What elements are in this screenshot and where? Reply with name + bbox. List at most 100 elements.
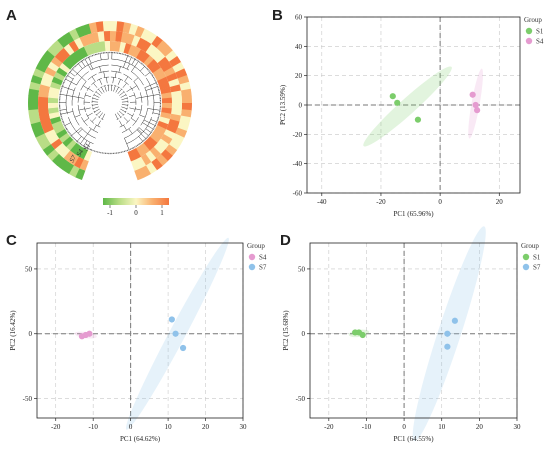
- dendrogram-branch: [147, 108, 161, 111]
- dendrogram-branch: [81, 60, 86, 67]
- heatmap-cell: [134, 25, 146, 38]
- legend-swatch-s1: [522, 253, 530, 261]
- y-tick-label: 20: [295, 72, 303, 80]
- data-point-s1: [414, 116, 422, 123]
- heatmap-cell: [46, 148, 60, 161]
- heatmap-cell: [83, 150, 93, 162]
- data-point-s7: [444, 343, 451, 350]
- heatmap-cell: [160, 149, 173, 162]
- dendrogram-branch: [95, 91, 101, 96]
- dendrogram-branch: [93, 125, 97, 131]
- heatmap-cell: [48, 97, 59, 103]
- dendrogram-branch: [86, 142, 91, 149]
- dendrogram-branch: [117, 89, 122, 94]
- dendrogram-branch: [150, 119, 158, 123]
- heatmap-cell: [38, 96, 49, 103]
- dendrogram-branch: [131, 58, 136, 65]
- legend-title: Group: [524, 16, 542, 24]
- dendrogram-arc: [120, 88, 123, 91]
- heatmap-cell: [51, 56, 63, 68]
- heatmap-cell: [42, 72, 54, 82]
- x-axis-label: PC1 (64.62%): [120, 435, 161, 443]
- data-point-s7: [444, 330, 451, 337]
- dendrogram-branch: [98, 89, 103, 94]
- panel-label-d: D: [280, 232, 291, 249]
- data-point-s1: [394, 99, 401, 106]
- heatmap-cell: [110, 41, 116, 52]
- heatmap-cell: [179, 115, 191, 125]
- heatmap-cell: [149, 132, 161, 144]
- heatmap-cell: [180, 109, 192, 118]
- heatmap-cell: [91, 32, 100, 44]
- dendrogram-branch: [92, 97, 99, 100]
- dendrogram-arc: [119, 124, 125, 128]
- heatmap-cell: [68, 40, 80, 53]
- y-tick-label: 0: [302, 330, 306, 338]
- colorbar-tick-label: -1: [107, 209, 113, 217]
- heatmap-cell: [62, 31, 75, 45]
- legend-label-s7: S7: [259, 264, 267, 272]
- legend-title: Group: [247, 242, 265, 250]
- dendrogram-arc: [133, 81, 140, 91]
- dendrogram-branch: [107, 85, 110, 92]
- heatmap-cell: [48, 86, 60, 94]
- dendrogram-branch: [130, 117, 137, 122]
- dendrogram-branch: [69, 71, 76, 77]
- heatmap-cell: [140, 153, 152, 166]
- heatmap-cell: [95, 21, 105, 33]
- heatmap-cell: [28, 88, 40, 97]
- heatmap-cell: [28, 108, 40, 118]
- dendrogram-branch: [66, 95, 73, 97]
- dendrogram-branch: [129, 107, 136, 110]
- heatmap-cell: [69, 142, 81, 154]
- dendrogram-branch: [128, 94, 135, 98]
- sample-labels: S1 S4 S7: [68, 142, 92, 164]
- heatmap-cell: [51, 120, 63, 130]
- heatmap-cell: [56, 157, 69, 171]
- heatmap-cell: [163, 129, 176, 140]
- dendrogram-branch: [106, 77, 108, 84]
- dendrogram-arc: [90, 64, 109, 71]
- dendrogram-arc: [103, 85, 106, 87]
- dendrogram-branch: [146, 68, 149, 70]
- heatmap-cell: [163, 67, 176, 78]
- pca-panels: -40 -20 0 20 -60 -40 -20 0 20 40 60 PC1 (65.96%) PC2…: [9, 14, 544, 444]
- sample-label-s4: S4: [75, 148, 86, 158]
- dendrogram-branch: [118, 66, 121, 73]
- dendrogram-branch: [99, 79, 103, 85]
- heatmap-cell: [172, 133, 185, 145]
- dendrogram-branch: [139, 114, 146, 118]
- heatmap-cell: [38, 55, 52, 67]
- y-tick-label: -50: [296, 395, 306, 403]
- heatmap-cell: [115, 31, 123, 42]
- heatmap-cell: [59, 62, 71, 74]
- heatmap-cell: [50, 81, 62, 90]
- colorbar-tick-label: 0: [134, 209, 138, 217]
- heatmap-cell: [93, 41, 102, 53]
- heatmap-cell: [155, 153, 168, 167]
- heatmap-cell: [131, 46, 142, 59]
- heatmap-cell: [143, 55, 155, 67]
- dendrogram-branch: [141, 63, 143, 65]
- heatmap-cell: [40, 118, 52, 128]
- dendrogram-branch: [143, 119, 156, 127]
- data-point-s1: [389, 93, 396, 100]
- dendrogram-branch: [121, 97, 128, 100]
- heatmap-cell: [47, 61, 60, 72]
- dendrogram-branch: [78, 97, 85, 99]
- dendrogram-branch: [128, 128, 133, 134]
- dendrogram-branch: [91, 76, 96, 82]
- dendrogram-arc: [98, 70, 109, 74]
- heatmap-cell: [136, 37, 147, 50]
- dendrogram-branch: [72, 96, 79, 98]
- heatmap-cell: [35, 133, 48, 144]
- x-tick-label: 0: [402, 423, 406, 431]
- panel-label-c: C: [6, 232, 17, 249]
- dendrogram-arc: [95, 113, 98, 116]
- y-axis-label: PC2 (13.59%): [279, 84, 287, 125]
- dendrogram-arc: [121, 127, 132, 133]
- x-tick-label: -10: [89, 423, 99, 431]
- heatmap-cell: [50, 138, 63, 150]
- dendrogram-branch: [64, 78, 77, 86]
